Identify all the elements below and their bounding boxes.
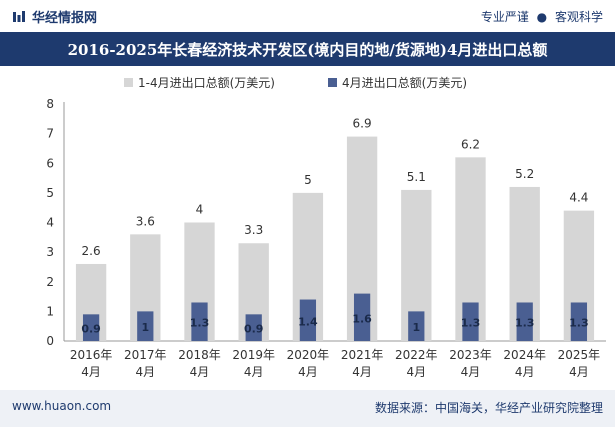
y-tick-label: 4 <box>46 216 54 230</box>
x-tick-label-year: 2019年 <box>232 348 275 362</box>
y-tick-label: 6 <box>46 156 54 170</box>
top-bar: 华经情报网 专业严谨 ● 客观科学 <box>0 0 615 32</box>
x-tick-label-year: 2018年 <box>178 348 221 362</box>
x-tick-label-month: 4月 <box>81 365 101 379</box>
footer-source: 数据来源：中国海关，华经产业研究院整理 <box>374 401 603 415</box>
legend-label-series1: 1-4月进出口总额(万美元) <box>138 76 275 90</box>
bar-series2 <box>191 302 208 341</box>
x-tick-label-month: 4月 <box>244 365 264 379</box>
data-label-series1: 3.3 <box>244 223 263 237</box>
data-label-series2: 1.3 <box>190 317 210 330</box>
legend-swatch-series2 <box>328 78 337 87</box>
y-tick-label: 8 <box>46 97 54 111</box>
x-tick-label-month: 4月 <box>569 365 589 379</box>
data-label-series2: 1 <box>412 321 420 334</box>
footer-bar <box>0 390 615 427</box>
data-label-series2: 1.4 <box>298 315 318 328</box>
data-label-series2: 1.3 <box>569 317 589 330</box>
brand[interactable]: 华经情报网 <box>12 7 97 26</box>
bar-chart: 0 1 2 3 4 5 6 7 8 2.6 0.9 2016年 4月 3.6 1 2017年 4月 4 1.3 201… <box>46 97 606 379</box>
brand-name: 华经情报网 <box>32 11 98 26</box>
legend-item-series2: 4月进出口总额(万美元) <box>328 74 467 91</box>
bar-series2 <box>462 302 479 341</box>
bar-series2 <box>408 311 425 341</box>
x-tick-label-year: 2020年 <box>287 348 330 362</box>
data-label-series1: 5.2 <box>515 167 534 181</box>
data-label-series1: 6.9 <box>353 117 372 131</box>
legend-item-series1: 1-4月进出口总额(万美元) <box>124 74 275 91</box>
bar-series2 <box>82 314 100 341</box>
y-tick-label: 2 <box>46 275 54 289</box>
data-label-series1: 6.2 <box>461 137 480 151</box>
x-tick-label-month: 4月 <box>190 365 210 379</box>
x-tick-label-month: 4月 <box>298 365 318 379</box>
x-tick-label-month: 4月 <box>461 365 481 379</box>
x-tick-label-year: 2024年 <box>503 348 546 362</box>
bar-series2 <box>245 314 262 341</box>
x-tick-label-year: 2017年 <box>124 348 167 362</box>
data-label-series1: 4.4 <box>569 191 588 205</box>
chart-title: 2016-2025年长春经济技术开发区(境内目的地/货源地)4月进出口总额 <box>67 41 548 59</box>
bar-series2 <box>353 293 371 341</box>
slogan-right: 客观科学 <box>554 10 603 24</box>
footer-website[interactable]: www.huaon.com <box>12 399 112 413</box>
y-tick-label: 1 <box>46 304 54 318</box>
x-tick-label-month: 4月 <box>352 365 372 379</box>
x-tick-label-year: 2016年 <box>70 348 113 362</box>
y-tick-label: 5 <box>46 186 54 200</box>
legend-label-series2: 4月进出口总额(万美元) <box>342 76 467 90</box>
data-label-series1: 3.6 <box>136 214 155 228</box>
x-tick-label-year: 2021年 <box>341 348 384 362</box>
bar-series2 <box>570 302 588 341</box>
x-tick-label-month: 4月 <box>515 365 535 379</box>
data-label-series2: 1.3 <box>461 317 481 330</box>
bar-series2 <box>299 299 317 341</box>
y-tick-label: 0 <box>46 334 54 348</box>
legend-swatch-series1 <box>124 78 133 87</box>
data-label-series2: 1.3 <box>515 317 535 330</box>
slogan-left: 专业严谨 <box>480 10 529 24</box>
data-label-series2: 1 <box>141 321 149 334</box>
x-tick-label-month: 4月 <box>406 365 426 379</box>
slogan: 专业严谨 ● 客观科学 <box>481 8 603 25</box>
brand-logo-icon <box>13 11 25 22</box>
data-label-series1: 2.6 <box>82 244 101 258</box>
data-label-series1: 5 <box>304 173 312 187</box>
x-tick-label-month: 4月 <box>135 365 155 379</box>
x-tick-label-year: 2022年 <box>395 348 438 362</box>
data-label-series1: 4 <box>196 203 204 217</box>
x-tick-label-year: 2023年 <box>449 348 492 362</box>
y-tick-label: 3 <box>46 245 54 259</box>
x-tick-label-year: 2025年 <box>558 348 601 362</box>
title-bar: 2016-2025年长春经济技术开发区(境内目的地/货源地)4月进出口总额 <box>0 32 615 66</box>
slogan-separator: ● <box>536 10 548 24</box>
legend: 1-4月进出口总额(万美元) 4月进出口总额(万美元) <box>0 72 615 92</box>
data-label-series1: 5.1 <box>407 170 426 184</box>
data-label-series2: 0.9 <box>244 323 264 336</box>
y-tick-label: 7 <box>46 127 54 141</box>
bar-series2 <box>516 302 533 341</box>
bar-series2 <box>137 311 154 341</box>
data-label-series2: 1.6 <box>352 312 372 325</box>
data-label-series2: 0.9 <box>81 323 101 336</box>
